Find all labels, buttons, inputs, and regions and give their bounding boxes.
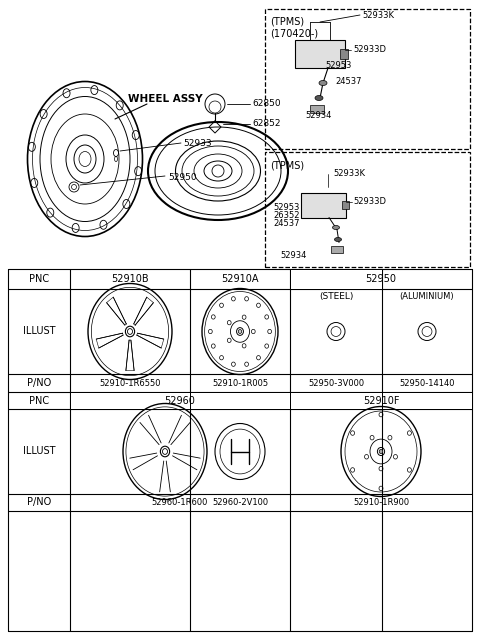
Text: 52910B: 52910B <box>111 274 149 284</box>
Text: 26352: 26352 <box>273 210 300 220</box>
Text: 52960-2V100: 52960-2V100 <box>212 498 268 507</box>
Ellipse shape <box>238 330 242 334</box>
Circle shape <box>212 165 224 177</box>
Text: 52950-3V000: 52950-3V000 <box>308 378 364 387</box>
Ellipse shape <box>319 81 327 86</box>
Bar <box>191 392 289 408</box>
Text: 62850: 62850 <box>252 100 281 109</box>
Text: 52910-1R900: 52910-1R900 <box>353 498 409 507</box>
Text: WHEEL ASSY: WHEEL ASSY <box>128 94 202 104</box>
Bar <box>265 152 470 267</box>
Ellipse shape <box>335 238 341 242</box>
Text: 52953: 52953 <box>273 203 300 212</box>
Text: (TPMS): (TPMS) <box>270 17 304 27</box>
Bar <box>290 392 382 408</box>
Text: 52933: 52933 <box>183 139 212 148</box>
Text: 52960: 52960 <box>165 396 195 406</box>
Text: ILLUST: ILLUST <box>23 327 55 337</box>
Ellipse shape <box>128 328 132 334</box>
Text: 52934: 52934 <box>280 251 306 260</box>
Ellipse shape <box>333 226 339 229</box>
Bar <box>341 201 348 209</box>
Text: (STEEL): (STEEL) <box>319 293 353 302</box>
Text: 52910-1R005: 52910-1R005 <box>212 378 268 387</box>
Text: 52934: 52934 <box>305 111 331 119</box>
Bar <box>300 192 346 217</box>
Text: 52910A: 52910A <box>221 274 259 284</box>
Text: P/NO: P/NO <box>27 498 51 507</box>
Bar <box>290 270 382 288</box>
Bar <box>331 245 343 252</box>
Polygon shape <box>107 297 126 325</box>
Text: 52910F: 52910F <box>363 396 399 406</box>
Text: P/NO: P/NO <box>27 378 51 388</box>
Ellipse shape <box>315 95 323 100</box>
Text: 52950: 52950 <box>168 173 197 181</box>
Text: PNC: PNC <box>29 274 49 284</box>
Text: ILLUST: ILLUST <box>23 447 55 456</box>
Text: 52910-1R6550: 52910-1R6550 <box>99 378 161 387</box>
Text: (ALUMINIUM): (ALUMINIUM) <box>400 293 454 302</box>
Text: (TPMS): (TPMS) <box>270 160 304 170</box>
Bar <box>340 49 348 59</box>
Text: PNC: PNC <box>29 396 49 406</box>
Bar <box>295 40 345 68</box>
Text: (170420-): (170420-) <box>270 29 318 39</box>
Text: 52950: 52950 <box>365 274 396 284</box>
Bar <box>310 105 324 113</box>
Text: 52933D: 52933D <box>353 45 386 54</box>
Polygon shape <box>126 340 134 371</box>
Bar <box>71 392 190 408</box>
Ellipse shape <box>162 449 168 454</box>
Ellipse shape <box>74 145 96 173</box>
Text: 52933D: 52933D <box>353 197 386 206</box>
Polygon shape <box>137 333 164 348</box>
Text: 52933K: 52933K <box>362 10 394 20</box>
Text: 24537: 24537 <box>335 77 361 86</box>
Bar <box>383 495 471 511</box>
Bar <box>383 392 471 408</box>
Text: 62852: 62852 <box>252 119 280 128</box>
Text: 52953: 52953 <box>325 61 351 70</box>
Bar <box>265 9 470 149</box>
Text: 52933K: 52933K <box>333 169 365 178</box>
Text: 24537: 24537 <box>273 219 300 227</box>
Text: 52950-14140: 52950-14140 <box>399 378 455 387</box>
Text: 52960-1R600: 52960-1R600 <box>152 498 208 507</box>
Polygon shape <box>133 297 154 325</box>
Ellipse shape <box>379 449 383 454</box>
Polygon shape <box>96 333 123 348</box>
